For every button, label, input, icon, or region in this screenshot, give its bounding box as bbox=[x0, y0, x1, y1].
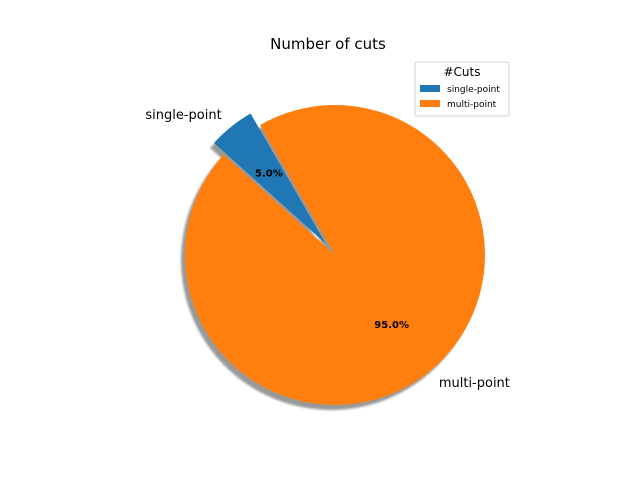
legend-title: #Cuts bbox=[444, 65, 481, 79]
legend-entries: single-point multi-point bbox=[420, 85, 500, 110]
chart-title: Number of cuts bbox=[270, 35, 386, 53]
slices bbox=[184, 104, 485, 406]
percent-label-multi-point: 95.0% bbox=[374, 320, 409, 331]
legend-swatch-single-point bbox=[420, 85, 440, 92]
percent-label-single-point: 5.0% bbox=[255, 168, 283, 179]
legend-swatch-multi-point bbox=[420, 100, 440, 107]
legend: #Cuts single-point multi-point bbox=[414, 61, 510, 117]
legend-label-multi-point: multi-point bbox=[447, 100, 497, 110]
slice-labels: 5.0% single-point 95.0% multi-point bbox=[145, 108, 510, 391]
legend-label-single-point: single-point bbox=[447, 85, 500, 95]
slice-multi-point bbox=[184, 104, 485, 406]
category-label-single-point: single-point bbox=[145, 108, 221, 123]
slice-single-point bbox=[214, 113, 326, 244]
category-label-multi-point: multi-point bbox=[439, 376, 510, 391]
